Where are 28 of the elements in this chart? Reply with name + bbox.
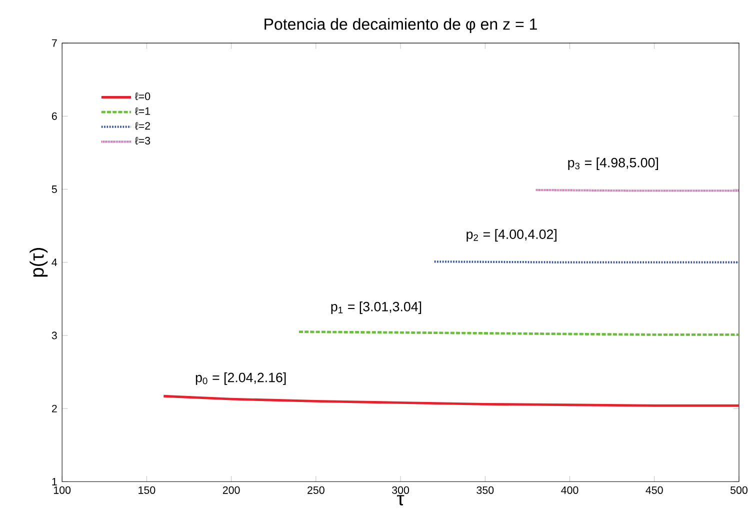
- legend-label: ℓ=3: [135, 137, 150, 145]
- x-tick-label: 350: [476, 486, 494, 494]
- chart-title: Potencia de decaimiento de φ en z = 1: [264, 18, 537, 34]
- legend-label: ℓ=0: [135, 92, 150, 100]
- x-tick-label: 250: [308, 486, 324, 494]
- y-tick-label: 7: [52, 40, 57, 47]
- y-tick-label: 6: [52, 112, 57, 120]
- annotation: p$_{2}$ = [4.00,4.02]: [466, 229, 556, 242]
- x-tick-label: 150: [138, 486, 156, 494]
- legend-label: ℓ=2: [135, 122, 150, 130]
- legend-label: ℓ=1: [135, 107, 150, 116]
- x-tick-label: 300: [392, 486, 410, 494]
- y-tick-label: 5: [52, 186, 57, 194]
- y-axis-title: p(τ): [30, 248, 48, 277]
- x-axis-title: τ: [397, 495, 404, 506]
- annotation: p$_{1}$ = [3.01,3.04]: [331, 302, 422, 314]
- annotation: p$_{0}$ = [2.04,2.16]: [196, 372, 286, 386]
- x-tick-label: 100: [54, 486, 71, 494]
- x-tick-label: 400: [561, 486, 578, 494]
- line-series: [162, 395, 739, 407]
- x-tick-label: 450: [646, 486, 663, 494]
- y-tick-label: 4: [52, 258, 58, 266]
- y-tick-label: 1: [52, 478, 57, 486]
- y-tick-label: 2: [52, 404, 57, 412]
- x-tick-label: 200: [222, 486, 240, 494]
- x-tick-label: 500: [730, 486, 748, 494]
- y-tick-label: 3: [52, 332, 57, 340]
- annotation: p$_{3}$ = [4.98,5.00]: [568, 158, 658, 170]
